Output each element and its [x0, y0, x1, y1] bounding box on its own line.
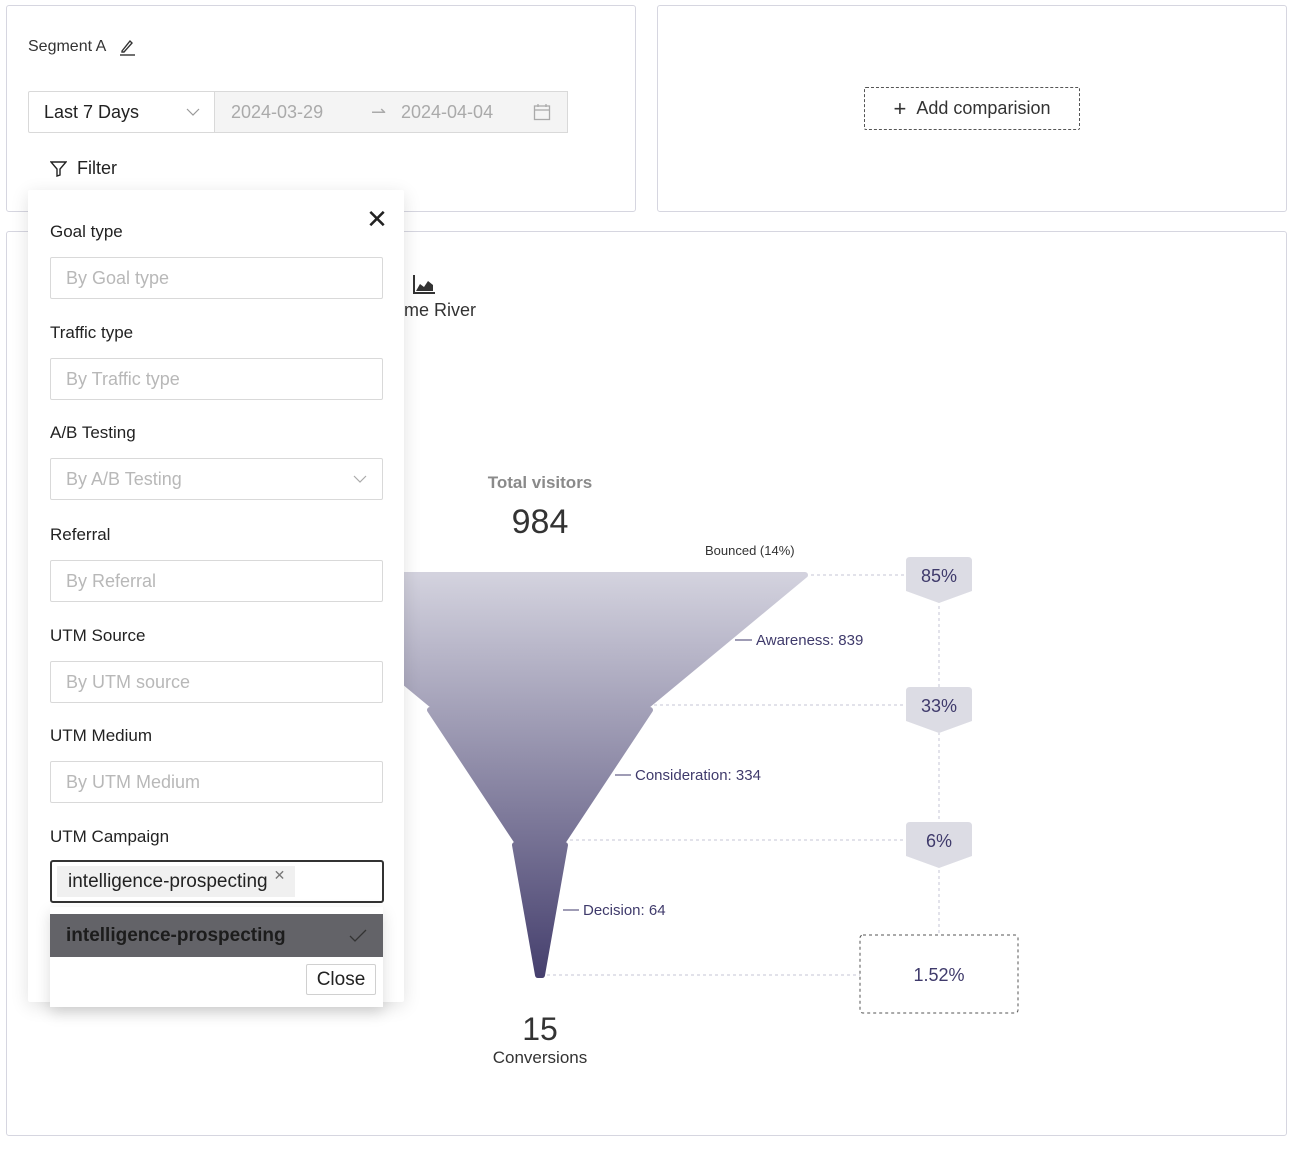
rate-badge — [906, 557, 972, 603]
utm-source-input[interactable]: By UTM source — [50, 661, 383, 703]
a-b-testing-placeholder: By A/B Testing — [66, 468, 182, 489]
total-visitors-value: 984 — [511, 503, 569, 541]
utm-campaign-dropdown: intelligence-prospecting Close — [50, 907, 383, 1007]
funnel-stage-2[interactable] — [427, 707, 653, 843]
referral-input[interactable]: By Referral — [50, 560, 383, 602]
selected-tag-label: intelligence-prospecting — [68, 871, 268, 892]
area-chart-icon — [413, 275, 435, 294]
rate-value: 85% — [921, 566, 957, 586]
segment-name: Segment A — [28, 38, 107, 55]
range-preset-value: Last 7 Days — [44, 101, 140, 122]
remove-tag-icon[interactable]: ✕ — [273, 867, 286, 883]
goal-type-input[interactable]: By Goal type — [50, 257, 383, 299]
rate-value: 33% — [921, 696, 957, 716]
chevron-down-icon — [186, 108, 200, 116]
stage-label: Awareness: 839 — [756, 632, 863, 649]
a-b-testing-label: A/B Testing — [50, 423, 136, 442]
referral-placeholder: By Referral — [66, 570, 157, 591]
goal-type-label: Goal type — [50, 222, 123, 241]
goal-type-placeholder: By Goal type — [66, 267, 170, 288]
segment-title: Segment A — [28, 38, 136, 56]
conversion-rate: 1.52% — [913, 965, 964, 985]
traffic-type-input[interactable]: By Traffic type — [50, 358, 383, 400]
arrow-right-icon: ⇀ — [371, 101, 387, 122]
option-label: intelligence-prospecting — [66, 924, 286, 946]
dropdown-option[interactable]: intelligence-prospecting — [50, 914, 383, 957]
end-date[interactable]: 2024-04-04 — [401, 101, 494, 122]
filter-icon — [50, 161, 67, 177]
utm-campaign-select[interactable]: intelligence-prospecting ✕ — [50, 860, 384, 903]
conversions-label: Conversions — [492, 1048, 588, 1067]
add-comparison-label: Add comparision — [916, 98, 1051, 118]
utm-medium-input[interactable]: By UTM Medium — [50, 761, 383, 803]
pencil-icon[interactable] — [118, 38, 136, 56]
stage-label: Consideration: 334 — [635, 767, 761, 784]
utm-medium-label: UTM Medium — [50, 726, 153, 745]
rate-badge — [906, 687, 972, 733]
close-button[interactable]: Close — [306, 964, 376, 995]
referral-label: Referral — [50, 525, 111, 544]
filter-button[interactable]: Filter — [50, 158, 117, 179]
funnel-stage-3[interactable] — [512, 842, 568, 978]
total-visitors-label: Total visitors — [487, 473, 593, 492]
bounced-label: Bounced (14%) — [705, 543, 795, 558]
date-range-picker[interactable]: 2024-03-29 ⇀ 2024-04-04 — [215, 91, 568, 133]
traffic-type-label: Traffic type — [50, 323, 134, 342]
close-icon[interactable]: ✕ — [366, 204, 388, 234]
chevron-down-icon — [353, 475, 367, 483]
filter-panel: ✕ Goal type By Goal type Traffic type By Tr… — [28, 190, 404, 1002]
tab-theme-river[interactable]: me River — [404, 274, 476, 321]
add-comparison-button[interactable]: + Add comparision — [864, 87, 1080, 130]
start-date[interactable]: 2024-03-29 — [231, 101, 324, 122]
comparison-card — [657, 5, 1287, 212]
conversion-rate-box — [859, 934, 1019, 1014]
a-b-testing-input[interactable]: By A/B Testing — [50, 458, 383, 500]
rate-value: 6% — [926, 831, 952, 851]
stage-label: Decision: 64 — [583, 902, 666, 919]
rate-badge — [906, 822, 972, 868]
calendar-icon — [533, 104, 551, 121]
utm-medium-placeholder: By UTM Medium — [66, 771, 201, 792]
range-preset-select[interactable]: Last 7 Days — [28, 91, 215, 133]
plus-icon: + — [893, 95, 907, 121]
utm-campaign-label: UTM Campaign — [50, 827, 170, 846]
check-icon — [349, 929, 367, 942]
filter-label: Filter — [77, 158, 117, 178]
date-range: Last 7 Days 2024-03-29 ⇀ 2024-04-04 — [28, 91, 568, 133]
selected-tag: intelligence-prospecting ✕ — [57, 866, 296, 897]
utm-source-label: UTM Source — [50, 626, 146, 645]
utm-source-placeholder: By UTM source — [66, 671, 191, 692]
conversions-value: 15 — [522, 1011, 558, 1047]
tab-theme-river-label: me River — [404, 300, 477, 320]
traffic-type-placeholder: By Traffic type — [66, 368, 180, 389]
